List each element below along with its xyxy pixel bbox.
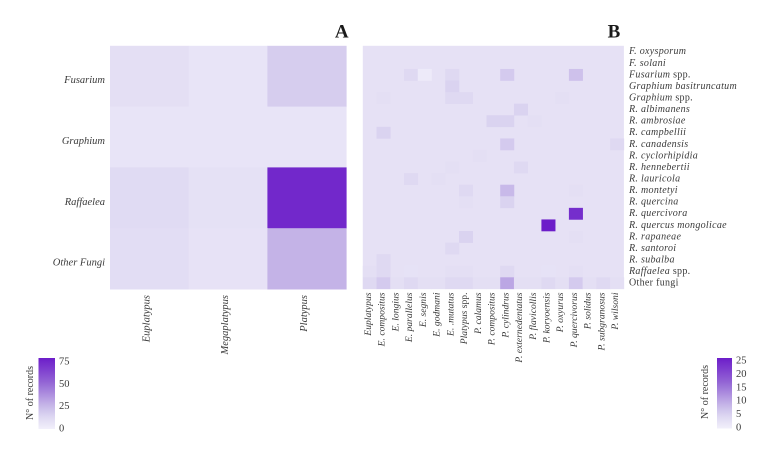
svg-text:P. solidus: P. solidus	[583, 292, 594, 330]
svg-text:75: 75	[59, 357, 70, 368]
svg-text:Fusarium spp.: Fusarium spp.	[628, 69, 691, 80]
svg-text:50: 50	[59, 379, 70, 390]
svg-text:R. quercivora: R. quercivora	[628, 208, 688, 219]
svg-text:A: A	[335, 22, 349, 43]
svg-text:R. cyclorhipidia: R. cyclorhipidia	[628, 150, 698, 161]
svg-text:Graphium: Graphium	[62, 136, 106, 147]
svg-text:15: 15	[736, 382, 747, 393]
svg-text:Euplatypus: Euplatypus	[363, 292, 374, 336]
svg-text:P. subgranosus: P. subgranosus	[596, 292, 607, 351]
svg-text:P. calamus: P. calamus	[473, 292, 484, 335]
svg-text:R. rapaneae: R. rapaneae	[628, 231, 681, 242]
svg-text:Graphium basitruncatum: Graphium basitruncatum	[629, 81, 737, 92]
svg-text:E. longius: E. longius	[390, 292, 401, 332]
svg-text:Raffaelea spp.: Raffaelea spp.	[628, 266, 690, 277]
svg-text:Megaplatypus: Megaplatypus	[220, 295, 231, 356]
svg-text:R. hennebertii: R. hennebertii	[628, 162, 690, 173]
svg-text:R. canadensis: R. canadensis	[628, 139, 688, 150]
svg-text:E. godmani: E. godmani	[432, 292, 443, 338]
svg-text:F. oxysporum: F. oxysporum	[628, 46, 686, 57]
svg-text:P. compositus: P. compositus	[487, 292, 498, 346]
svg-text:25: 25	[736, 356, 747, 367]
svg-text:R. campbellii: R. campbellii	[628, 127, 686, 138]
svg-text:R. lauricola: R. lauricola	[628, 174, 680, 185]
svg-text:P. oxyurus: P. oxyurus	[555, 292, 566, 333]
svg-text:Fusarium: Fusarium	[63, 75, 105, 86]
svg-text:P. koryoensis: P. koryoensis	[541, 292, 552, 344]
svg-text:E. segnis: E. segnis	[418, 292, 429, 328]
svg-text:Euplatypus: Euplatypus	[141, 295, 152, 343]
svg-text:Other fungi: Other fungi	[629, 278, 679, 289]
svg-text:E. parallelus: E. parallelus	[404, 292, 415, 343]
svg-text:F. solani: F. solani	[628, 58, 666, 69]
svg-text:N° of records: N° of records	[25, 366, 36, 420]
svg-text:P. quercivorus: P. quercivorus	[569, 292, 580, 348]
svg-text:Platypus: Platypus	[299, 295, 310, 333]
svg-text:P. flavicollis: P. flavicollis	[528, 292, 539, 341]
svg-text:5: 5	[736, 409, 741, 420]
svg-text:P. externedentatus: P. externedentatus	[514, 292, 525, 363]
svg-text:Platypus spp.: Platypus spp.	[459, 293, 470, 346]
svg-text:25: 25	[59, 401, 70, 412]
svg-text:20: 20	[736, 369, 747, 380]
svg-text:R. ambrosiae: R. ambrosiae	[628, 116, 686, 127]
svg-text:R. quercus mongolicae: R. quercus mongolicae	[628, 220, 727, 231]
svg-text:B: B	[608, 22, 621, 43]
svg-text:Graphium spp.: Graphium spp.	[629, 92, 693, 103]
svg-text:0: 0	[736, 423, 741, 434]
svg-text:E. .mutatus: E. .mutatus	[445, 292, 456, 337]
svg-text:10: 10	[736, 396, 747, 407]
svg-text:R. albimanens: R. albimanens	[628, 104, 690, 115]
svg-text:Raffaelea: Raffaelea	[64, 197, 105, 208]
svg-text:R. montetyi: R. montetyi	[628, 185, 678, 196]
svg-text:E. compositus: E. compositus	[377, 292, 388, 347]
svg-text:R. subalba: R. subalba	[628, 255, 675, 266]
svg-text:R. quercina: R. quercina	[628, 197, 679, 208]
svg-text:N° of records: N° of records	[700, 365, 711, 419]
svg-text:P. cylindrus: P. cylindrus	[500, 292, 511, 338]
svg-text:P. wilsoni: P. wilsoni	[610, 292, 621, 330]
svg-text:0: 0	[59, 424, 64, 435]
svg-text:R. santoroi: R. santoroi	[628, 243, 676, 254]
svg-text:Other Fungi: Other Fungi	[53, 258, 105, 269]
